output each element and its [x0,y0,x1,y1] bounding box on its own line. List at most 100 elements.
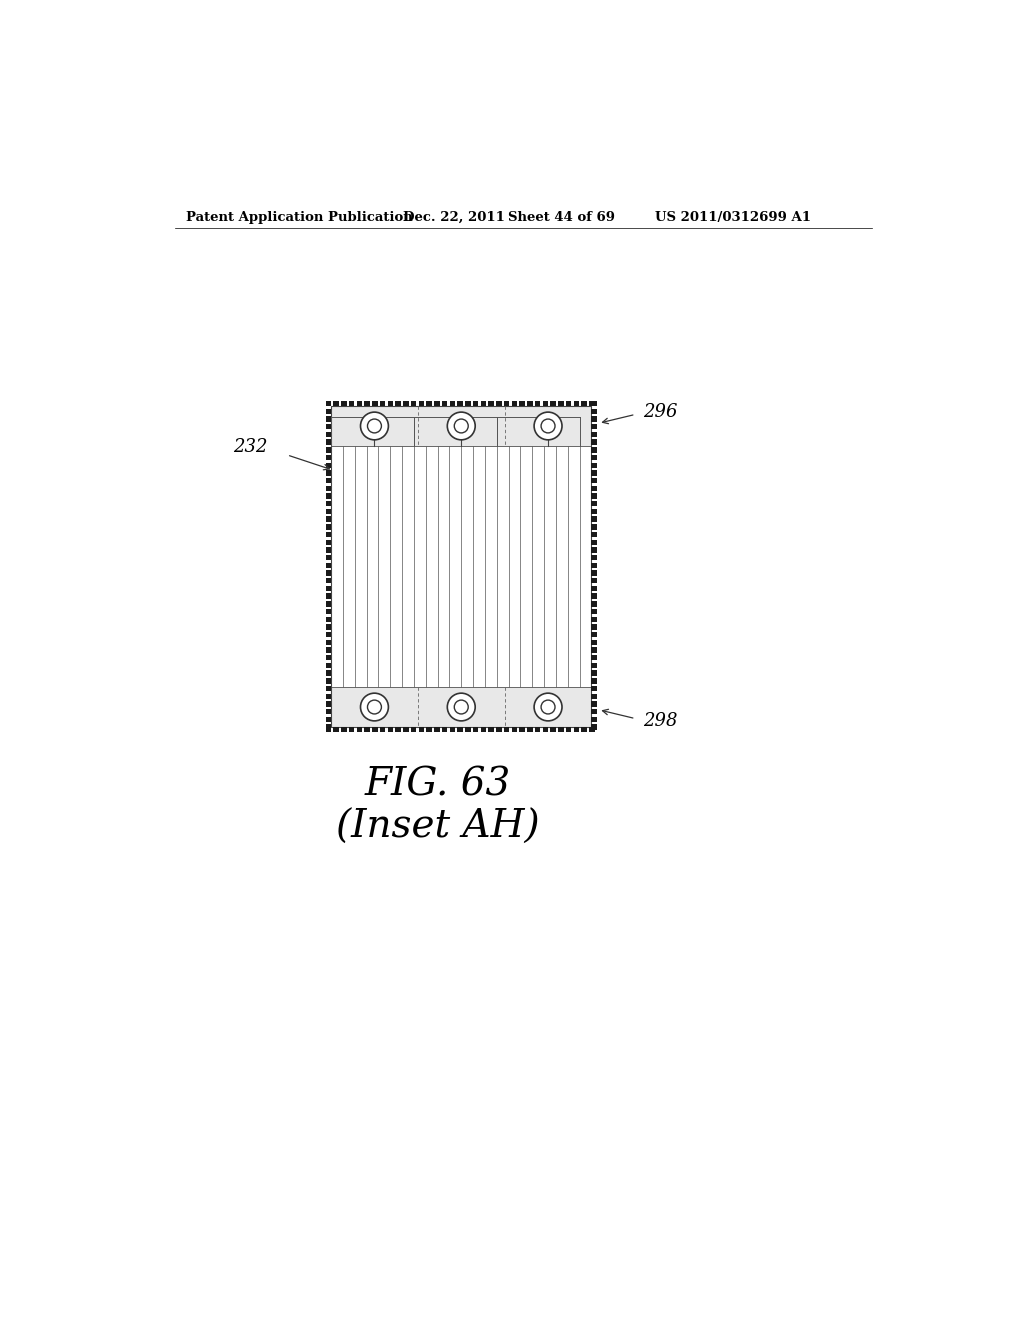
Bar [331,407,592,446]
Bar [326,470,331,475]
Ellipse shape [535,693,562,721]
Ellipse shape [541,700,555,714]
Bar [592,655,597,660]
Bar [592,586,597,591]
Bar [592,693,597,700]
Bar [592,671,597,676]
Bar [326,609,331,614]
Bar [550,401,556,407]
Bar [326,478,331,483]
Bar [592,470,597,475]
Ellipse shape [447,693,475,721]
Bar [592,401,597,407]
Bar [326,540,331,545]
Bar [512,726,517,733]
Bar [504,726,509,733]
Bar [592,548,597,553]
Bar [326,671,331,676]
Bar [488,401,494,407]
Bar [326,440,331,445]
Bar [566,726,571,733]
Bar [372,726,378,733]
Bar [326,570,331,576]
Bar [380,401,385,407]
Bar [326,562,331,568]
Bar [592,594,597,599]
Bar [592,701,597,706]
Ellipse shape [368,418,381,433]
Bar [480,401,486,407]
Bar [326,709,331,714]
Bar [592,416,597,422]
Bar [592,717,597,722]
Bar [349,726,354,733]
Bar [480,726,486,733]
Bar [326,401,331,407]
Bar [326,516,331,521]
Bar [326,532,331,537]
Bar [326,524,331,529]
Bar [592,532,597,537]
Bar [326,401,331,407]
Bar [592,601,597,607]
Bar [326,594,331,599]
Bar [592,409,597,414]
Bar [473,726,478,733]
Bar [543,726,548,733]
Bar [582,726,587,733]
Bar [589,401,595,407]
Bar [458,726,463,733]
Bar [512,401,517,407]
Bar [326,726,331,733]
Bar [326,655,331,660]
Bar [326,416,331,422]
Bar [592,616,597,622]
Bar [326,424,331,429]
Bar [388,726,393,733]
Ellipse shape [455,700,468,714]
Bar [488,726,494,733]
Bar [411,726,417,733]
Bar [558,726,563,733]
Bar [403,401,409,407]
Bar [458,401,463,407]
Bar [356,401,362,407]
Bar [592,540,597,545]
Bar [326,686,331,692]
Bar [365,726,370,733]
Bar [573,401,579,407]
Bar [411,401,417,407]
Bar [380,726,385,733]
Ellipse shape [360,693,388,721]
Bar [326,554,331,560]
Bar [592,502,597,507]
Bar [592,686,597,692]
Bar [326,502,331,507]
Bar [592,709,597,714]
Bar [592,554,597,560]
Bar [326,586,331,591]
Bar [592,570,597,576]
Bar [326,616,331,622]
Bar [326,678,331,684]
Text: FIG. 63: FIG. 63 [365,767,511,804]
Ellipse shape [541,418,555,433]
Bar [419,401,424,407]
Bar [326,717,331,722]
Bar [450,726,455,733]
Bar [395,401,400,407]
Bar [434,726,439,733]
Ellipse shape [360,412,388,440]
Text: Sheet 44 of 69: Sheet 44 of 69 [508,211,614,224]
Bar [592,632,597,638]
Bar [527,401,532,407]
Bar [558,401,563,407]
Bar [592,609,597,614]
Bar [326,578,331,583]
Bar [331,446,592,688]
Bar [326,701,331,706]
Bar [450,401,455,407]
Bar [592,440,597,445]
Bar [326,401,597,733]
Bar [566,401,571,407]
